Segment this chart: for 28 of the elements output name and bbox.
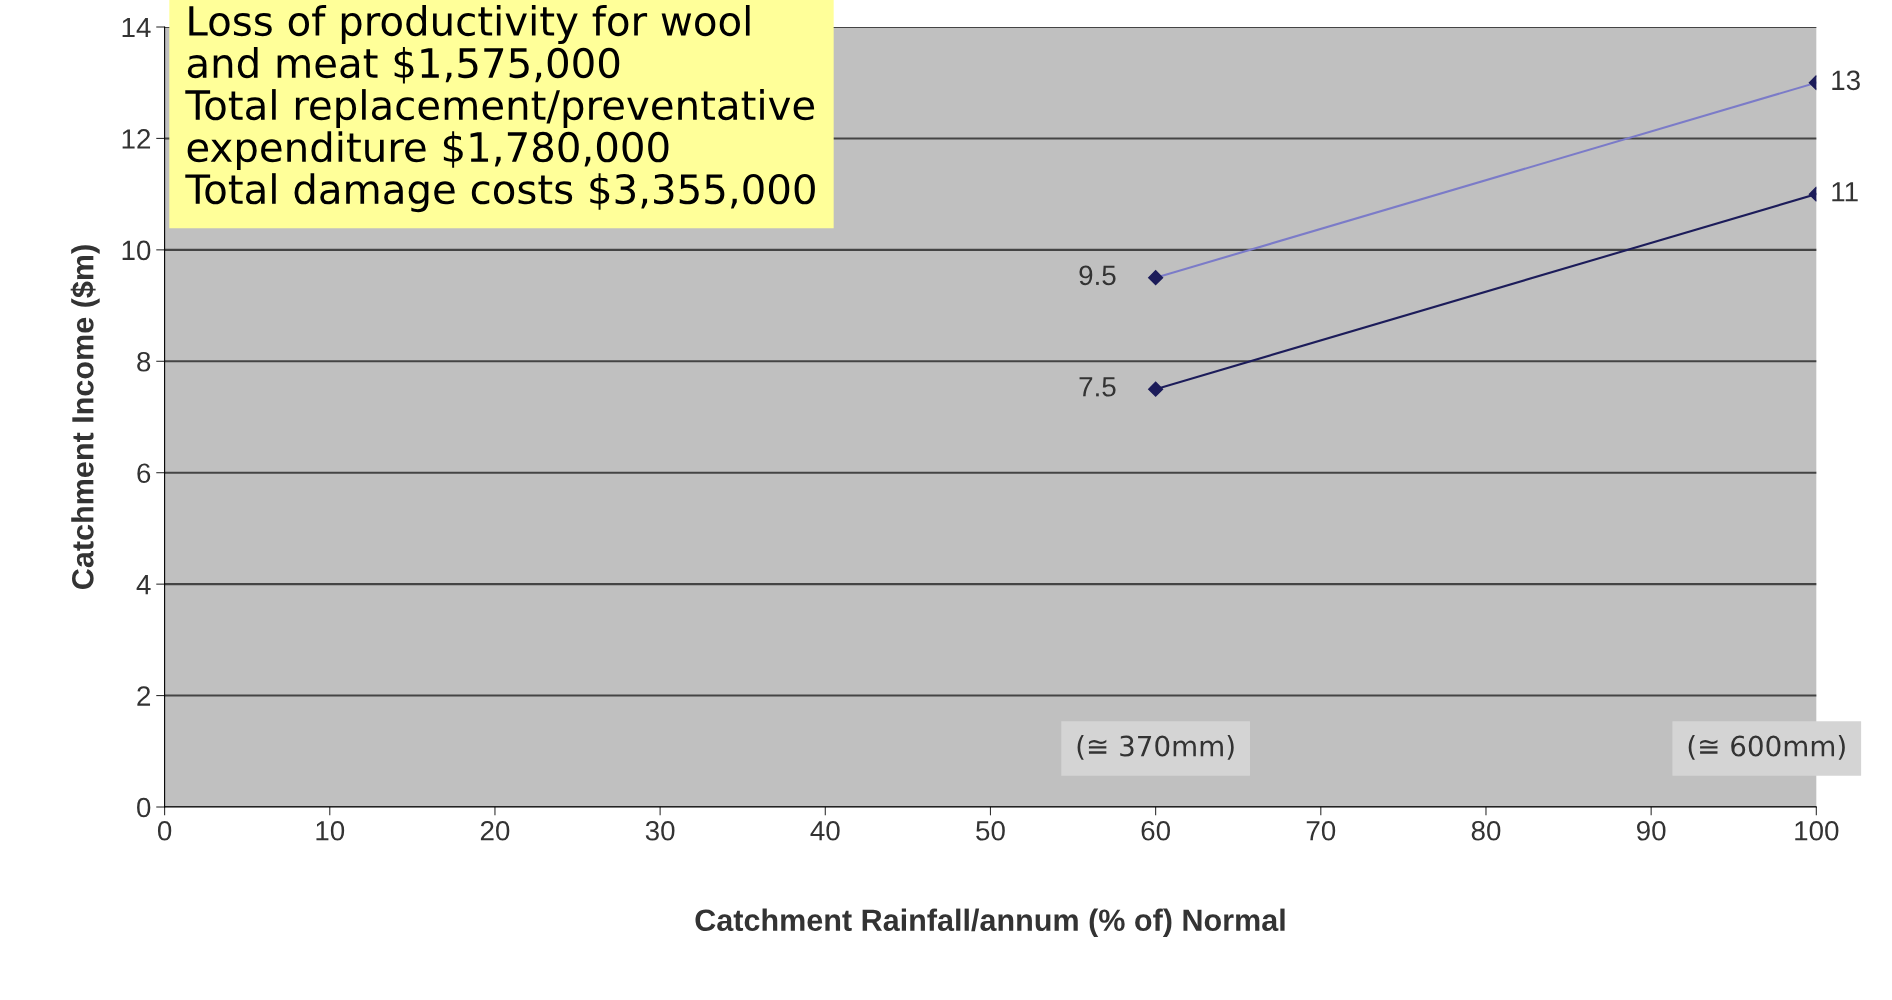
y-tick-label: 0 [137, 797, 151, 818]
annotation: (≅ 600mm) [1688, 735, 1845, 760]
y-tick-label: 2 [137, 686, 151, 706]
x-tick-label: 100 [1795, 820, 1839, 841]
data-label: 11 [1832, 182, 1858, 202]
x-axis-title: Catchment Rainfall/annum (% of) Normal [695, 908, 1285, 938]
x-tick-label: 70 [1306, 820, 1336, 841]
y-tick-label: 6 [137, 463, 151, 484]
y-axis-title: Catchment Income ($m) [70, 245, 100, 589]
y-tick-label: 14 [122, 17, 151, 38]
x-tick-label: 90 [1637, 820, 1666, 841]
annotation: (≅ 370mm) [1077, 735, 1234, 760]
x-tick-label: 40 [810, 820, 840, 841]
x-tick-label: 20 [480, 820, 510, 841]
y-tick-label: 8 [137, 351, 151, 372]
data-label: 7.5 [1079, 377, 1116, 397]
annotation: Loss of productivity for wool and meat $1,575,000 Total replacement/preventative expenditure $1,780,000 Total damage costs $3,355,000 [185, 5, 815, 213]
y-tick-label: 10 [122, 240, 151, 261]
x-tick-label: 10 [316, 820, 345, 841]
x-tick-label: 60 [1141, 820, 1170, 841]
data-label: 13 [1832, 70, 1860, 91]
x-tick-label: 30 [645, 820, 675, 841]
data-label: 9.5 [1079, 265, 1116, 286]
y-tick-label: 4 [136, 575, 151, 595]
x-tick-label: 0 [157, 820, 172, 841]
y-tick-label: 12 [122, 129, 151, 149]
x-tick-label: 50 [976, 820, 1005, 841]
x-tick-label: 80 [1471, 820, 1501, 841]
